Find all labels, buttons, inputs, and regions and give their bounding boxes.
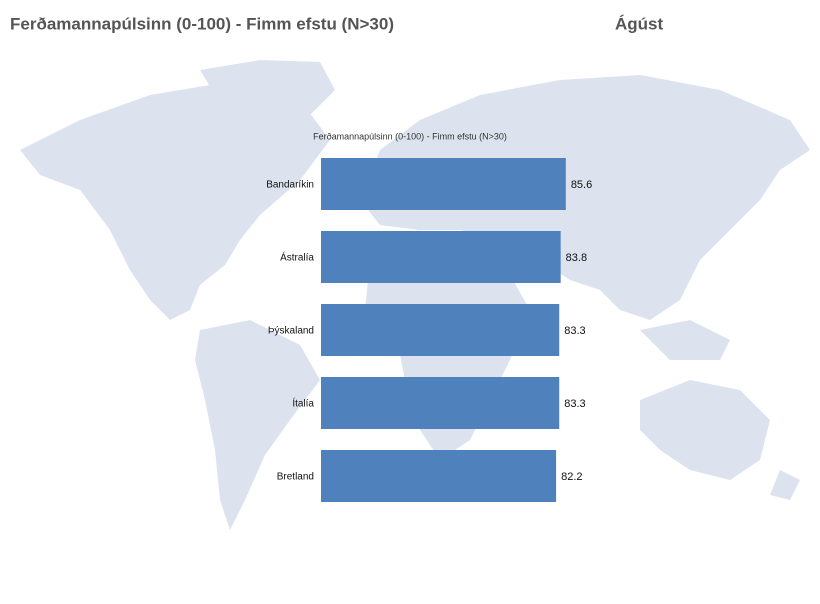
y-tick-label: Þýskaland [268,326,314,337]
month-label: Ágúst [615,14,664,33]
bar [321,158,566,210]
value-label: 83.8 [566,252,587,264]
world-map [20,60,810,530]
chart-title: Ferðamannapúlsinn (0-100) - Fimm efstu (… [313,131,507,141]
bar [321,377,560,429]
bar [321,450,557,502]
y-tick-label: Ástralía [280,251,314,264]
value-label: 83.3 [564,325,585,337]
value-label: 83.3 [564,398,585,410]
value-label: 85.6 [571,179,592,191]
value-label: 82.2 [561,471,582,483]
bar [321,304,560,356]
y-tick-label: Bandaríkin [266,180,314,191]
page-title: Ferðamannapúlsinn (0-100) - Fimm efstu (… [10,14,394,33]
y-tick-label: Bretland [277,472,314,483]
bar [321,231,561,283]
y-tick-label: Ítalía [292,397,314,410]
